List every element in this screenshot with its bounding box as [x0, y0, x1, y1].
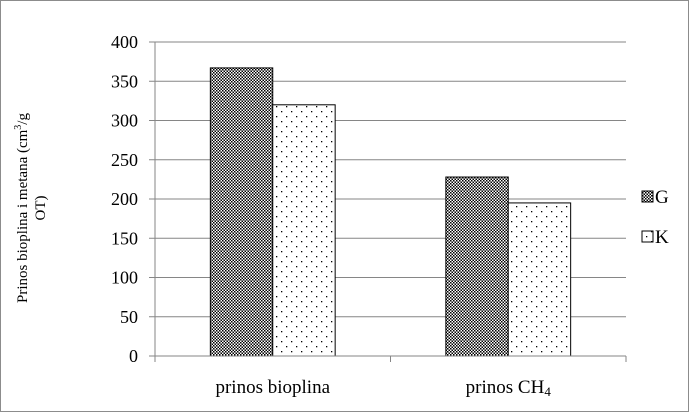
- x-category-label-subscript: 4: [544, 384, 551, 399]
- y-axis-title-line: OT): [33, 196, 49, 221]
- y-tick-label: 400: [111, 32, 138, 52]
- legend-swatch-G: [641, 190, 654, 203]
- x-category-label: prinos bioplina: [215, 377, 330, 398]
- y-tick-labels: 0 50 100 150 200 250 300 350 400: [111, 32, 138, 366]
- y-tick-label: 250: [111, 150, 138, 170]
- bar-G-1: [209, 67, 274, 357]
- y-tick-label: 0: [129, 346, 138, 366]
- legend-swatch-K: [641, 230, 654, 243]
- legend-label-K: K: [655, 227, 669, 248]
- x-category-label-text: prinos bioplina: [215, 377, 330, 398]
- bar-G-2: [445, 176, 509, 357]
- y-tick-label: 200: [111, 189, 138, 209]
- y-axis-title: Prinos bioplina i metana (cm3/gOT): [13, 113, 49, 303]
- y-axis-title-text: /g: [15, 113, 31, 125]
- y-axis-title-superscript: 3: [13, 125, 24, 130]
- bar-K-1: [272, 104, 336, 357]
- x-category-label-text: prinos CH: [466, 377, 545, 398]
- x-category-label: prinos CH4: [466, 377, 552, 399]
- y-axis-title-text: Prinos bioplina i metana (cm: [15, 129, 31, 303]
- legend: GK: [641, 187, 669, 248]
- y-tick-label: 50: [120, 307, 138, 327]
- y-tick-label: 150: [111, 228, 138, 248]
- bars: [209, 67, 572, 357]
- x-category-labels: prinos bioplina prinos CH4: [215, 377, 551, 399]
- y-axis-title-text: OT): [33, 196, 49, 221]
- y-tick-label: 300: [111, 111, 138, 131]
- axes: [149, 41, 627, 362]
- y-tick-label: 350: [111, 71, 138, 91]
- y-tick-label: 100: [111, 268, 138, 288]
- y-axis-title-line: Prinos bioplina i metana (cm3/g: [13, 113, 31, 303]
- legend-label-G: G: [655, 187, 669, 208]
- bar-K-2: [507, 202, 572, 357]
